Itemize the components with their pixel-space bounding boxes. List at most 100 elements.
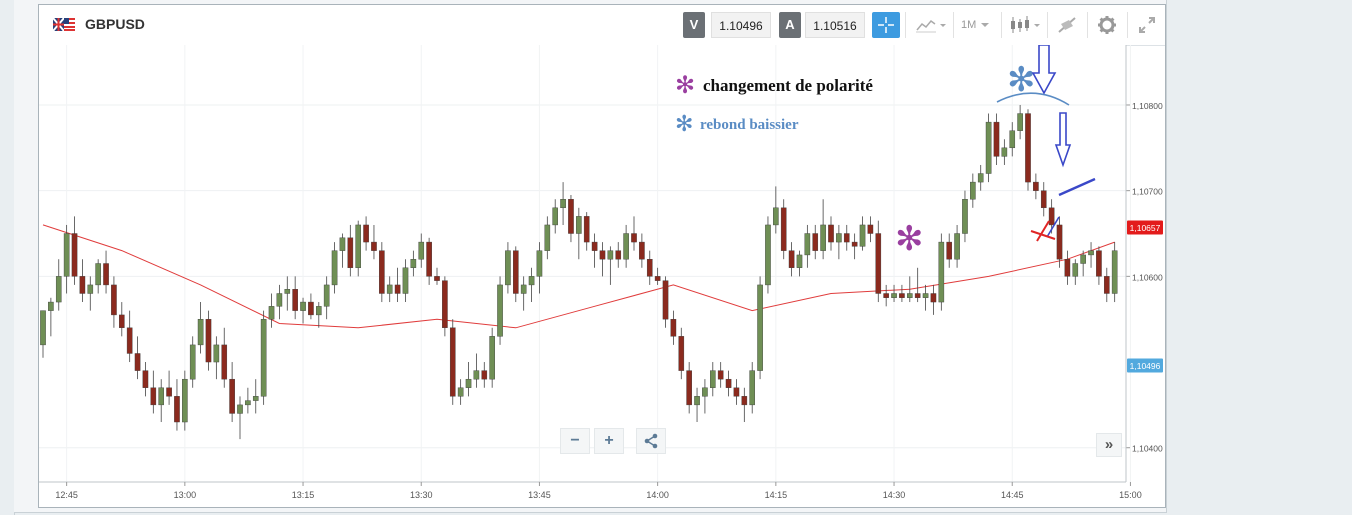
candle-body — [513, 250, 519, 294]
x-tick-label: 13:45 — [528, 490, 551, 500]
chart-widget: GBPUSD V 1.10496 A 1.10516 1M — [38, 4, 1166, 508]
candle-body — [773, 207, 779, 226]
share-button[interactable] — [636, 428, 666, 454]
share-icon — [644, 433, 658, 449]
candle — [930, 284, 937, 315]
candle-body — [316, 306, 322, 316]
candle-body — [95, 263, 101, 286]
candle — [402, 259, 409, 303]
buy-badge[interactable]: A — [779, 12, 801, 38]
scroll-latest-button[interactable]: » — [1096, 433, 1122, 457]
candle-body — [985, 121, 992, 174]
candle — [497, 276, 503, 345]
plot-area — [39, 45, 1126, 482]
candle-body — [465, 378, 472, 388]
fullscreen-button[interactable] — [1133, 12, 1161, 38]
candle — [276, 284, 283, 320]
candle-body — [134, 353, 141, 371]
candle — [907, 276, 913, 303]
left-strip — [0, 0, 15, 515]
candle-body — [426, 241, 432, 277]
draw-tools-button[interactable] — [1053, 12, 1081, 38]
candle — [48, 297, 54, 337]
candle — [1111, 242, 1118, 303]
candle — [323, 276, 330, 320]
zoom-in-button[interactable]: + — [594, 428, 624, 454]
candle — [717, 362, 724, 388]
candle-body — [237, 404, 243, 414]
candle-body — [993, 121, 1000, 157]
candle — [702, 379, 708, 414]
crosshair-button[interactable] — [872, 12, 900, 38]
candle-body — [804, 233, 811, 256]
candle — [134, 336, 141, 380]
candle — [836, 224, 842, 260]
candle — [694, 387, 700, 423]
cross-mark-b — [1036, 220, 1050, 242]
candle-body — [457, 387, 464, 397]
candle — [55, 259, 62, 311]
sell-price[interactable]: 1.10496 — [711, 12, 771, 38]
candle — [465, 362, 472, 397]
candle — [418, 233, 425, 268]
candle — [292, 276, 298, 320]
candle-body — [158, 387, 164, 406]
candle — [970, 173, 976, 208]
candle-body — [828, 224, 834, 243]
y-tick-label: 1,10700 — [1132, 187, 1163, 197]
candle-body — [568, 199, 574, 234]
candle-body — [694, 396, 700, 406]
fullscreen-icon — [1139, 17, 1155, 33]
candle-body — [710, 370, 716, 388]
candle — [213, 336, 220, 380]
candle-body — [182, 378, 188, 423]
candle — [875, 220, 882, 303]
candle-body — [308, 301, 314, 316]
candle — [1103, 267, 1110, 303]
candle-body — [71, 233, 78, 277]
candle — [749, 362, 755, 414]
candle-body — [836, 233, 842, 243]
candle — [639, 233, 645, 268]
line-chart-button[interactable] — [913, 12, 949, 38]
candle — [221, 327, 228, 388]
x-axis: 12:45 13:00 13:15 13:30 13:45 14:00 14:15 14:30… — [39, 481, 1142, 500]
candle — [725, 370, 732, 397]
candle-body — [142, 370, 149, 388]
candle — [804, 224, 811, 268]
polarity-asterisk-icon: ✻ — [675, 72, 695, 99]
candle-body — [741, 396, 748, 406]
candle — [646, 250, 653, 285]
candle — [386, 276, 393, 303]
chart-type-button[interactable] — [1007, 12, 1043, 38]
candle-body — [883, 293, 889, 298]
candle — [410, 250, 417, 277]
candle — [371, 224, 377, 260]
candle — [954, 224, 960, 268]
candle — [899, 284, 905, 303]
candle-body — [536, 250, 543, 277]
candle-body — [765, 224, 771, 286]
sell-badge[interactable]: V — [683, 12, 705, 38]
candle-body — [1025, 113, 1031, 183]
candle-body — [1048, 207, 1055, 226]
zoom-out-button[interactable]: − — [560, 428, 590, 454]
down-arrow-1-icon — [1031, 45, 1057, 95]
candle-body — [717, 370, 724, 380]
timeframe-dropdown[interactable]: 1M — [961, 12, 997, 38]
candle-body — [954, 233, 960, 260]
candle — [678, 327, 685, 380]
candle — [1001, 139, 1008, 165]
buy-price[interactable]: 1.10516 — [805, 12, 865, 38]
candle-body — [1056, 224, 1063, 260]
candle — [607, 246, 614, 285]
candle-body — [189, 344, 196, 380]
settings-button[interactable] — [1093, 12, 1121, 38]
candle-body — [284, 289, 291, 294]
candle — [449, 319, 456, 405]
candle — [1056, 216, 1063, 268]
rebound-arc — [996, 92, 1070, 106]
candle-body — [1009, 130, 1016, 149]
candle — [40, 310, 46, 358]
